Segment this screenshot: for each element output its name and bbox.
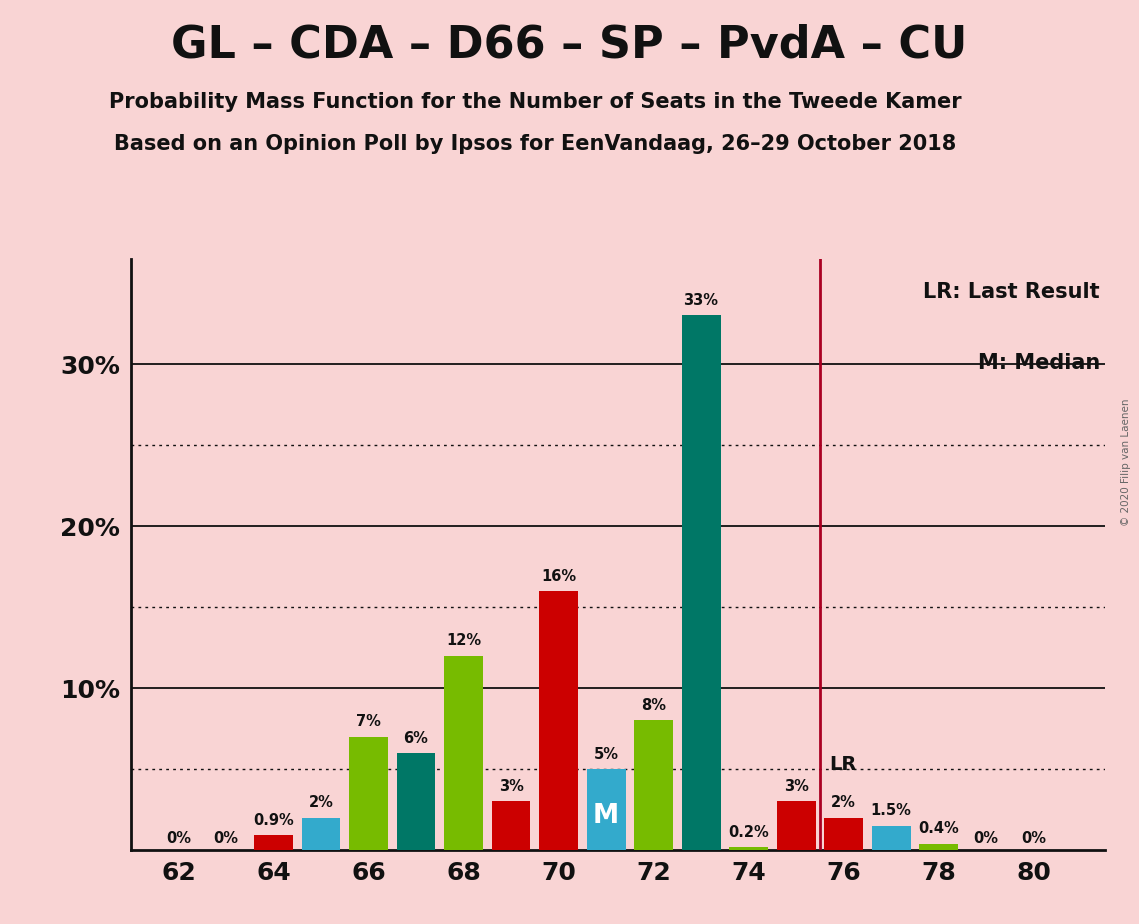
Text: M: Median: M: Median (977, 353, 1100, 373)
Text: LR: LR (829, 755, 857, 773)
Text: 33%: 33% (683, 293, 719, 308)
Text: 0%: 0% (1021, 831, 1046, 846)
Bar (492, 801, 531, 850)
Bar (349, 736, 388, 850)
Text: © 2020 Filip van Laenen: © 2020 Filip van Laenen (1121, 398, 1131, 526)
Text: 8%: 8% (641, 699, 666, 713)
Bar (825, 818, 863, 850)
Bar (396, 753, 435, 850)
Bar (681, 315, 721, 850)
Text: 6%: 6% (403, 731, 428, 746)
Bar (444, 656, 483, 850)
Text: 0.4%: 0.4% (918, 821, 959, 836)
Text: 0%: 0% (213, 831, 238, 846)
Bar (302, 818, 341, 850)
Bar (587, 769, 625, 850)
Text: 5%: 5% (593, 747, 618, 761)
Text: 0.2%: 0.2% (728, 824, 769, 840)
Text: 3%: 3% (499, 779, 524, 795)
Text: 12%: 12% (446, 633, 481, 649)
Text: 16%: 16% (541, 568, 576, 584)
Text: 7%: 7% (357, 714, 380, 729)
Text: 3%: 3% (784, 779, 809, 795)
Text: 2%: 2% (831, 796, 857, 810)
Text: Probability Mass Function for the Number of Seats in the Tweede Kamer: Probability Mass Function for the Number… (109, 92, 961, 113)
Bar (634, 721, 673, 850)
Bar (777, 801, 816, 850)
Bar (919, 844, 958, 850)
Text: M: M (593, 803, 620, 829)
Bar (539, 590, 577, 850)
Bar (254, 835, 293, 850)
Bar (729, 846, 768, 850)
Text: LR: Last Result: LR: Last Result (924, 283, 1100, 302)
Text: 0%: 0% (974, 831, 999, 846)
Text: Based on an Opinion Poll by Ipsos for EenVandaag, 26–29 October 2018: Based on an Opinion Poll by Ipsos for Ee… (114, 134, 957, 154)
Text: 2%: 2% (309, 796, 334, 810)
Text: 0%: 0% (166, 831, 191, 846)
Bar (871, 826, 910, 850)
Text: 1.5%: 1.5% (870, 804, 911, 819)
Text: 0.9%: 0.9% (253, 813, 294, 828)
Text: GL – CDA – D66 – SP – PvdA – CU: GL – CDA – D66 – SP – PvdA – CU (171, 23, 968, 67)
